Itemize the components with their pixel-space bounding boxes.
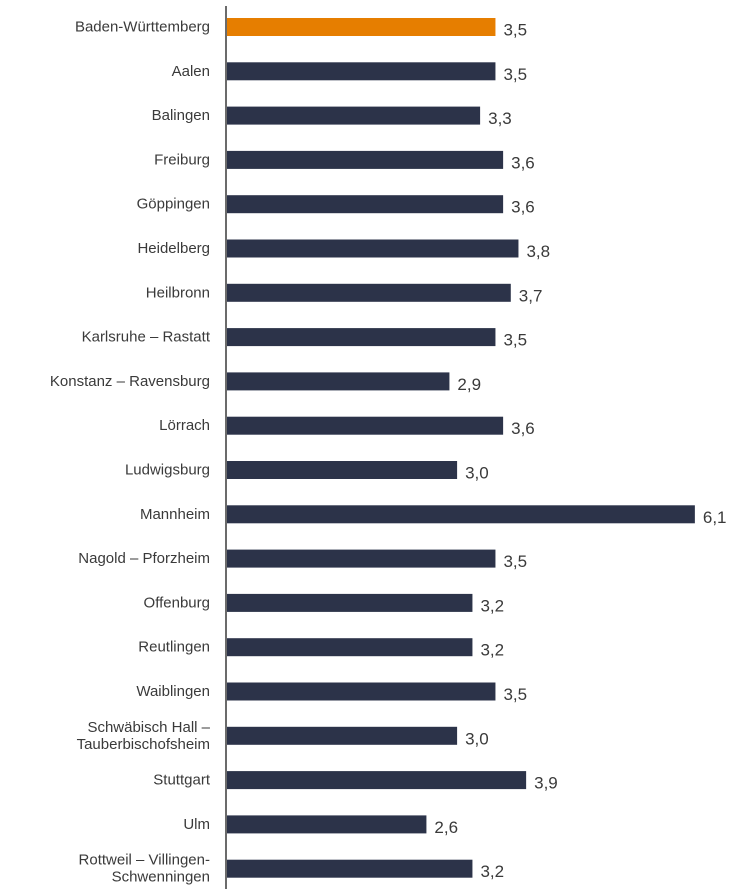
category-label-3: Freiburg — [154, 151, 210, 168]
bar-17 — [227, 771, 527, 790]
category-label-line: Balingen — [152, 107, 210, 124]
value-label-14: 3,2 — [480, 641, 504, 660]
value-label-4: 3,6 — [511, 198, 535, 217]
category-label-16: Schwäbisch Hall – Tauberbischofsheim — [77, 719, 211, 753]
value-label-11: 6,1 — [703, 508, 727, 527]
category-label-18: Ulm — [183, 816, 210, 833]
category-label-10: Ludwigsburg — [125, 462, 210, 479]
category-labels-group: Baden-Württemberg Aalen Balingen Freiburg Gö… — [50, 19, 211, 886]
value-label-15: 3,5 — [503, 685, 527, 704]
bar-16 — [227, 726, 458, 745]
category-label-4: Göppingen — [137, 196, 210, 213]
category-label-5: Heidelberg — [137, 240, 210, 257]
category-label-15: Waiblingen — [136, 683, 210, 700]
category-label-13: Offenburg — [144, 594, 210, 611]
category-label-line: Schwenningen — [112, 869, 210, 886]
category-label-line: Nagold – Pforzheim — [78, 550, 210, 567]
category-label-line: Reutlingen — [138, 639, 210, 656]
value-label-13: 3,2 — [480, 596, 504, 615]
bar-19 — [227, 859, 473, 878]
bar-14 — [227, 638, 473, 657]
category-label-line: Aalen — [172, 63, 210, 80]
bar-9 — [227, 416, 504, 435]
value-labels-group: 3,5 3,5 3,3 3,6 3,6 3,8 3,7 3,5 2,9 3,6 3,0 6,1 3,5 3… — [434, 21, 726, 882]
category-label-11: Mannheim — [140, 506, 210, 523]
value-label-7: 3,5 — [503, 331, 527, 350]
value-label-8: 2,9 — [457, 375, 481, 394]
value-label-5: 3,8 — [526, 242, 550, 261]
category-label-1: Aalen — [172, 63, 210, 80]
bar-7 — [227, 328, 496, 347]
bar-3 — [227, 150, 504, 169]
bar-5 — [227, 239, 519, 258]
bar-15 — [227, 682, 496, 701]
category-label-line: Freiburg — [154, 151, 210, 168]
category-label-line: Tauberbischofsheim — [77, 736, 210, 753]
value-label-18: 2,6 — [434, 818, 458, 837]
bar-10 — [227, 461, 458, 479]
bars-group — [227, 18, 695, 878]
category-label-line: Offenburg — [144, 594, 210, 611]
category-label-line: Heilbronn — [146, 284, 210, 301]
category-label-line: Karlsruhe – Rastatt — [82, 329, 211, 346]
category-label-line: Rottweil – Villingen- — [79, 852, 210, 869]
value-label-2: 3,3 — [488, 109, 512, 128]
category-label-line: Stuttgart — [153, 772, 211, 789]
bar-0 — [227, 18, 496, 36]
category-label-line: Mannheim — [140, 506, 210, 523]
value-label-6: 3,7 — [519, 286, 543, 305]
bar-2 — [227, 106, 481, 125]
category-label-line: Lörrach — [159, 417, 210, 434]
category-label-0: Baden-Württemberg — [75, 19, 210, 36]
value-label-17: 3,9 — [534, 774, 558, 793]
category-label-9: Lörrach — [159, 417, 210, 434]
category-label-line: Heidelberg — [137, 240, 210, 257]
category-label-line: Baden-Württemberg — [75, 19, 210, 36]
category-label-2: Balingen — [152, 107, 210, 124]
category-label-17: Stuttgart — [153, 772, 211, 789]
category-label-line: Konstanz – Ravensburg — [50, 373, 210, 390]
value-label-3: 3,6 — [511, 153, 535, 172]
bar-13 — [227, 593, 473, 612]
value-label-19: 3,2 — [480, 862, 504, 881]
bar-12 — [227, 549, 496, 568]
category-label-line: Waiblingen — [136, 683, 210, 700]
bar-8 — [227, 372, 450, 391]
bar-11 — [227, 505, 695, 524]
bar-4 — [227, 195, 504, 214]
value-label-1: 3,5 — [503, 65, 527, 84]
category-label-line: Schwäbisch Hall – — [87, 719, 210, 736]
bar-1 — [227, 62, 496, 81]
category-label-line: Ludwigsburg — [125, 462, 210, 479]
bar-6 — [227, 283, 511, 302]
category-label-7: Karlsruhe – Rastatt — [82, 329, 211, 346]
category-label-line: Ulm — [183, 816, 210, 833]
value-label-9: 3,6 — [511, 419, 535, 438]
category-label-12: Nagold – Pforzheim — [78, 550, 210, 567]
bar-18 — [227, 815, 427, 834]
value-label-0: 3,5 — [503, 21, 527, 40]
category-label-19: Rottweil – Villingen-Schwenningen — [79, 852, 210, 886]
category-label-8: Konstanz – Ravensburg — [50, 373, 210, 390]
category-label-14: Reutlingen — [138, 639, 210, 656]
value-label-16: 3,0 — [465, 729, 489, 748]
category-label-6: Heilbronn — [146, 284, 210, 301]
value-label-10: 3,0 — [465, 464, 489, 483]
value-label-12: 3,5 — [503, 552, 527, 571]
category-label-line: Göppingen — [137, 196, 210, 213]
